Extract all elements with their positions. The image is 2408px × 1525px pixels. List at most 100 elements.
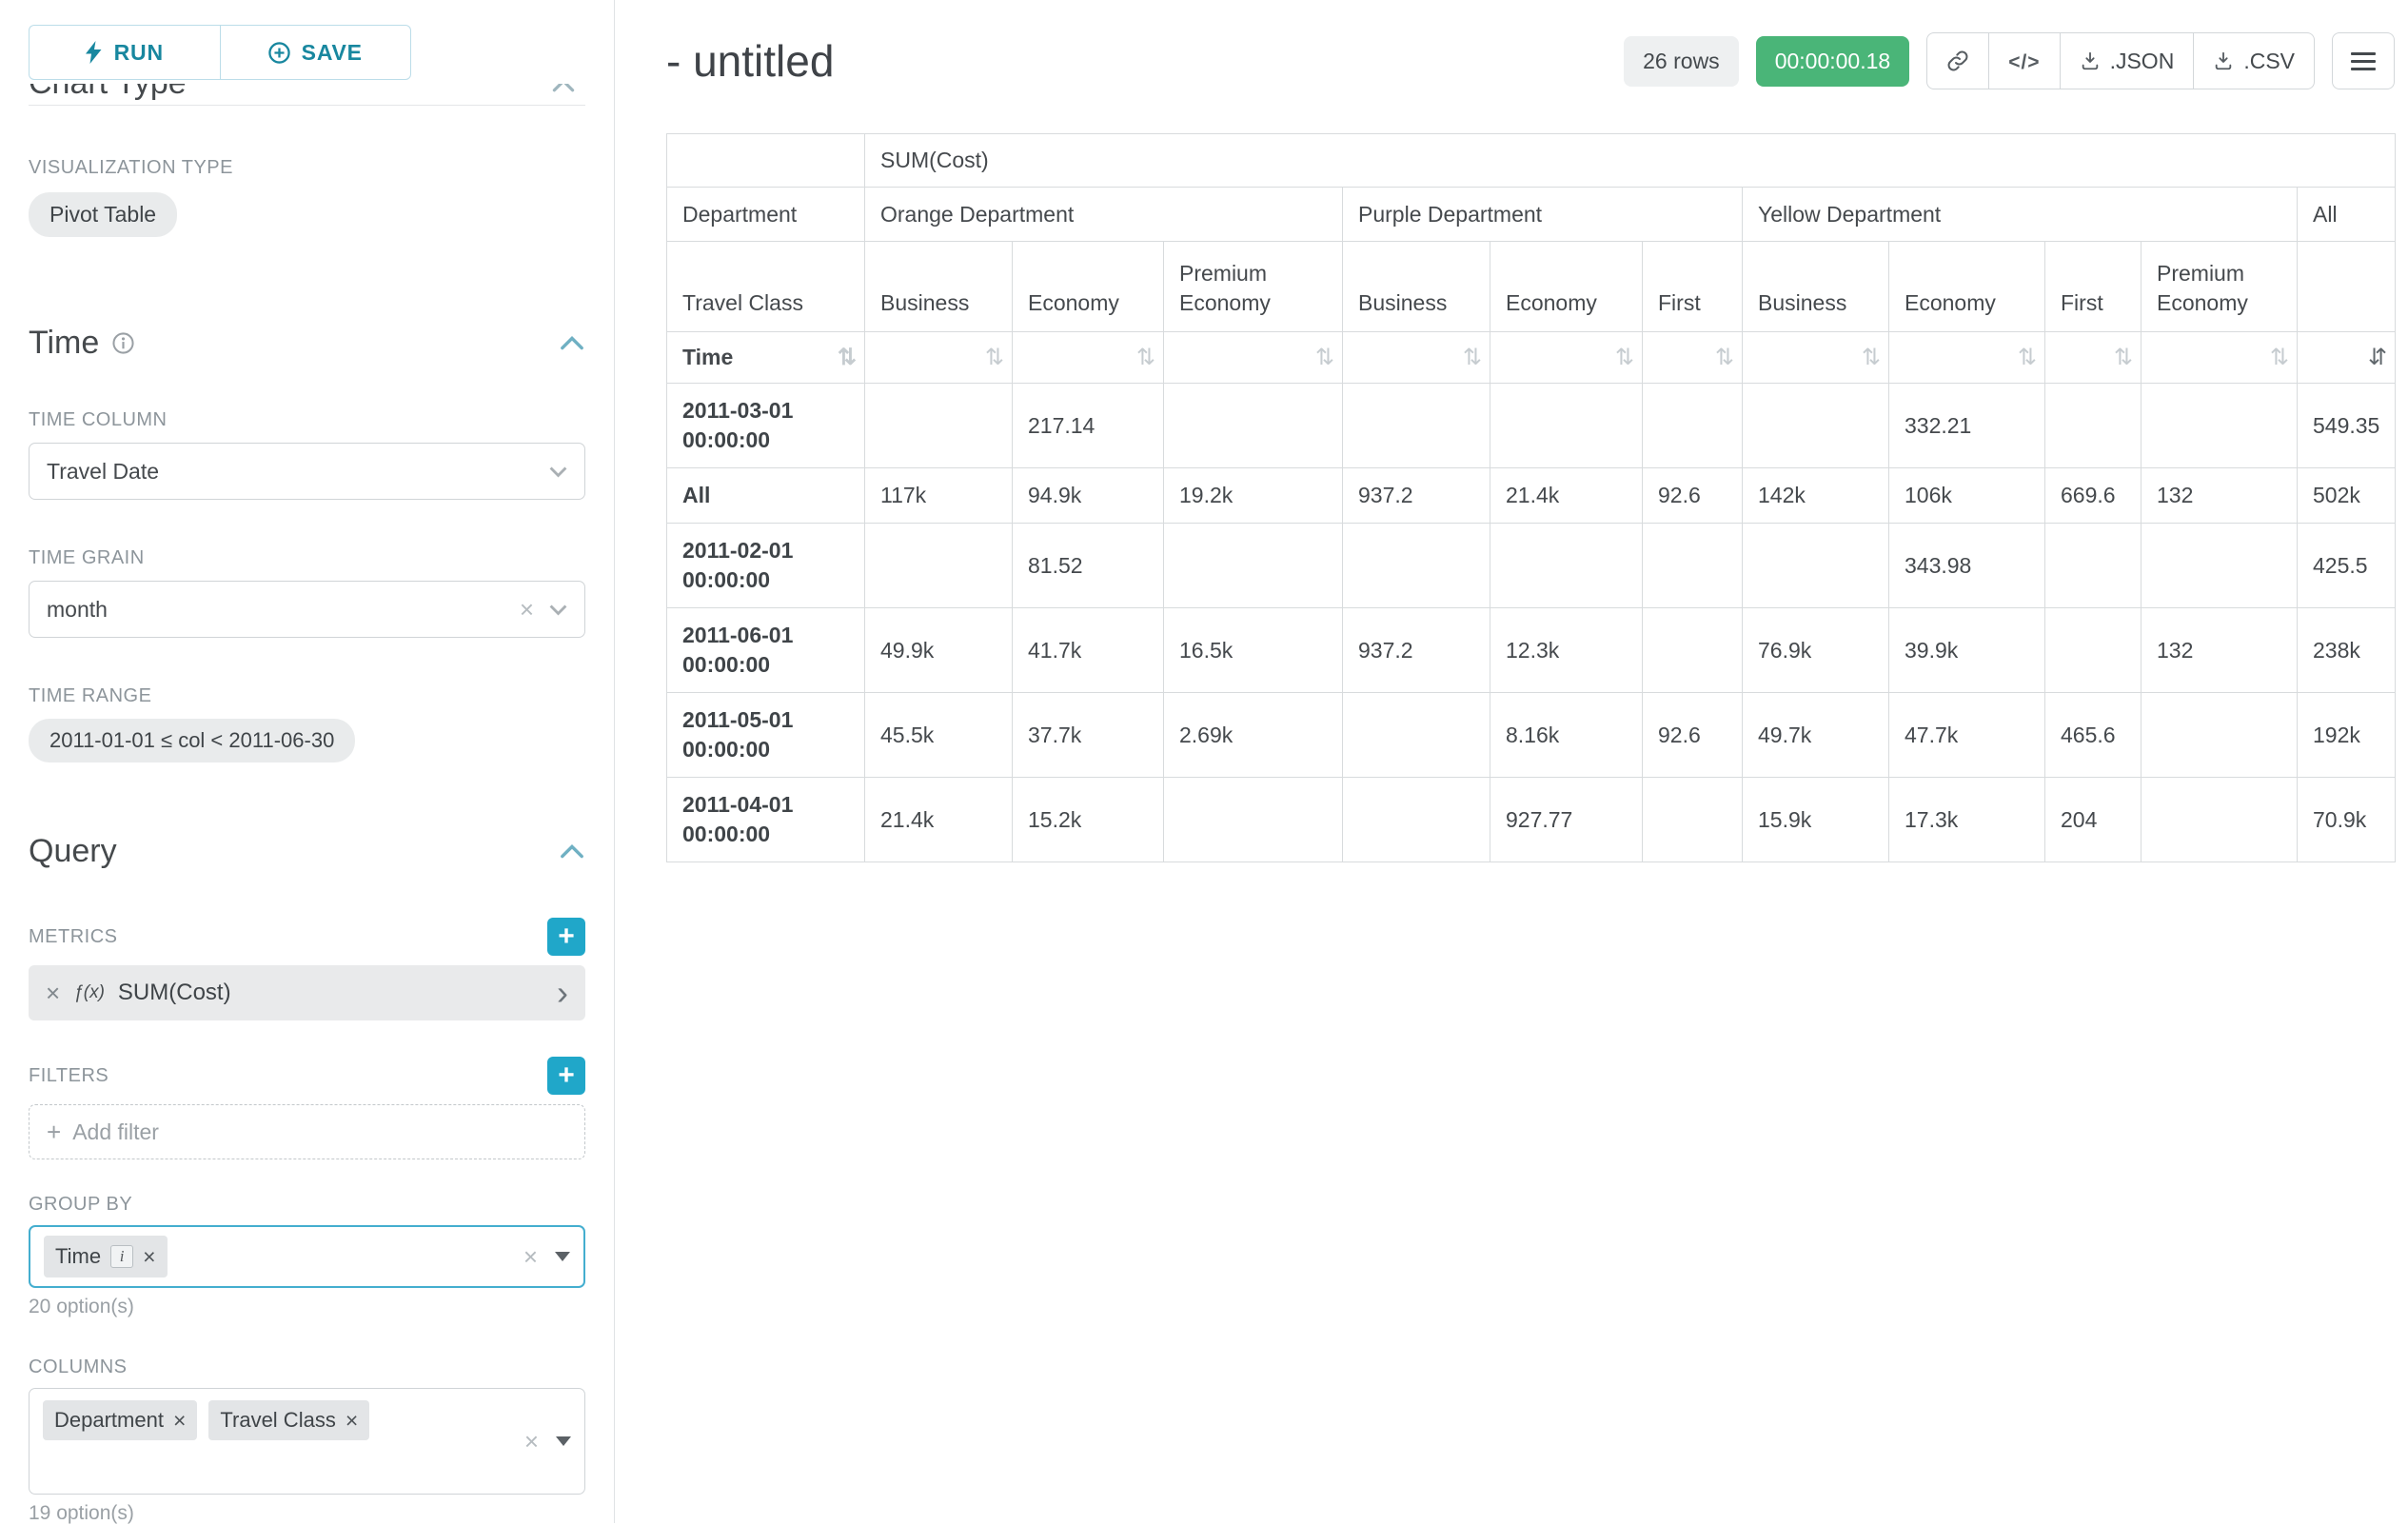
sort-icon[interactable]: [2018, 347, 2037, 369]
sort-icon[interactable]: [838, 347, 857, 369]
sort-icon[interactable]: [1715, 347, 1734, 369]
pivot-cell: [2142, 524, 2298, 608]
pivot-cell: [2045, 524, 2142, 608]
info-icon[interactable]: i: [110, 1245, 133, 1268]
pivot-cell: [1643, 524, 1743, 608]
dropdown-caret-icon[interactable]: [556, 1436, 571, 1446]
pivot-cell: 142k: [1743, 468, 1889, 524]
sort-icon[interactable]: [1463, 347, 1482, 369]
link-icon: [1946, 50, 1969, 72]
run-button-label: RUN: [114, 40, 164, 66]
chevron-up-icon[interactable]: [559, 335, 585, 351]
more-options-button[interactable]: [2332, 32, 2395, 89]
pivot-cell: 21.4k: [1490, 468, 1643, 524]
pivot-cell: 117k: [865, 468, 1013, 524]
time-range-value[interactable]: 2011-01-01 ≤ col < 2011-06-30: [29, 719, 355, 762]
pivot-corner-blank: [667, 134, 865, 188]
sort-icon[interactable]: [2114, 347, 2133, 369]
table-row: 2011-05-01 00:00:00 45.5k 37.7k 2.69k 8.…: [667, 693, 2396, 778]
clear-icon[interactable]: [524, 1429, 539, 1454]
clear-icon[interactable]: [523, 1244, 538, 1269]
remove-chip-icon[interactable]: [173, 1408, 186, 1434]
table-row: All 117k 94.9k 19.2k 937.2 21.4k 92.6 14…: [667, 468, 2396, 524]
remove-chip-icon[interactable]: [345, 1408, 358, 1434]
remove-metric-icon[interactable]: [46, 979, 60, 1008]
run-button[interactable]: RUN: [29, 25, 220, 80]
pivot-cell: 49.7k: [1743, 693, 1889, 778]
export-csv-button[interactable]: .CSV: [2193, 32, 2315, 89]
group-by-chip-time[interactable]: Time i: [44, 1236, 168, 1277]
pivot-cell: [1164, 778, 1343, 862]
sort-icon[interactable]: [2270, 347, 2289, 369]
filters-label: FILTERS: [29, 1065, 109, 1087]
pivot-cell: 17.3k: [1889, 778, 2045, 862]
pivot-row-header: 2011-03-01 00:00:00: [667, 384, 865, 468]
columns-select[interactable]: Department Travel Class: [29, 1388, 585, 1495]
chevron-right-icon[interactable]: [557, 976, 568, 1010]
pivot-cell: [1164, 524, 1343, 608]
time-grain-select[interactable]: month: [29, 581, 585, 638]
sort-cell: [1643, 332, 1743, 384]
save-button[interactable]: SAVE: [220, 25, 412, 80]
sort-cell: [1490, 332, 1643, 384]
add-filter-button[interactable]: [547, 1057, 585, 1095]
group-by-select[interactable]: Time i: [29, 1225, 585, 1288]
pivot-row-header: 2011-04-01 00:00:00: [667, 778, 865, 862]
columns-chip-travel-class[interactable]: Travel Class: [208, 1400, 369, 1440]
chevron-up-icon[interactable]: [559, 843, 585, 860]
sort-icon[interactable]: [985, 347, 1004, 369]
add-metric-button[interactable]: [547, 918, 585, 956]
sort-cell: [1343, 332, 1490, 384]
export-json-label: .JSON: [2110, 49, 2175, 74]
view-query-button[interactable]: [1988, 32, 2060, 89]
columns-option-count: 19 option(s): [29, 1502, 585, 1525]
time-section-header: Time: [29, 325, 585, 362]
table-row: 2011-06-01 00:00:00 49.9k 41.7k 16.5k 93…: [667, 608, 2396, 693]
pivot-cell: [2142, 693, 2298, 778]
columns-chip-department[interactable]: Department: [43, 1400, 197, 1440]
travel-class-corner-cell: Travel Class: [667, 242, 865, 332]
metric-sum-cost[interactable]: ƒ(x) SUM(Cost): [29, 965, 585, 1020]
pivot-cell: 12.3k: [1490, 608, 1643, 693]
col-header: Economy: [1013, 242, 1164, 332]
time-grain-value: month: [47, 597, 520, 623]
viz-type-value[interactable]: Pivot Table: [29, 192, 177, 237]
col-group-header-all: All: [2298, 188, 2396, 242]
clear-icon[interactable]: [520, 597, 534, 622]
time-range-label: TIME RANGE: [29, 685, 585, 707]
add-filter-dropzone[interactable]: Add filter: [29, 1104, 585, 1159]
query-section-header: Query: [29, 833, 585, 870]
pivot-cell: [1343, 693, 1490, 778]
sort-cell: [2045, 332, 2142, 384]
info-icon[interactable]: [112, 332, 134, 354]
chevron-up-icon[interactable]: [551, 84, 576, 93]
share-link-button[interactable]: [1926, 32, 1989, 89]
function-icon: ƒ(x): [73, 982, 105, 1003]
sort-icon[interactable]: [1862, 347, 1881, 369]
sort-icon[interactable]: [1615, 347, 1634, 369]
pivot-cell: 343.98: [1889, 524, 2045, 608]
sort-desc-icon[interactable]: [2368, 347, 2387, 369]
pivot-cell: [2142, 384, 2298, 468]
chart-title[interactable]: - untitled: [666, 35, 834, 87]
export-json-button[interactable]: .JSON: [2060, 32, 2195, 89]
remove-chip-icon[interactable]: [143, 1244, 155, 1270]
time-column-select[interactable]: Travel Date: [29, 443, 585, 500]
pivot-cell: 21.4k: [865, 778, 1013, 862]
query-timer-badge: 00:00:00.18: [1756, 36, 1910, 87]
pivot-cell: [1743, 524, 1889, 608]
pivot-cell: [1643, 608, 1743, 693]
sort-cell: [1164, 332, 1343, 384]
sort-icon[interactable]: [1136, 347, 1155, 369]
dropdown-caret-icon[interactable]: [555, 1252, 570, 1261]
pivot-cell: 16.5k: [1164, 608, 1343, 693]
sort-icon[interactable]: [1315, 347, 1334, 369]
department-corner-cell: Department: [667, 188, 865, 242]
pivot-cell: 132: [2142, 468, 2298, 524]
sort-cell: [865, 332, 1013, 384]
pivot-cell: 238k: [2298, 608, 2396, 693]
pivot-cell: 15.9k: [1743, 778, 1889, 862]
col-header: First: [2045, 242, 2142, 332]
pivot-table: SUM(Cost) Department Orange Department P…: [666, 133, 2396, 862]
lightning-icon: [86, 40, 103, 65]
